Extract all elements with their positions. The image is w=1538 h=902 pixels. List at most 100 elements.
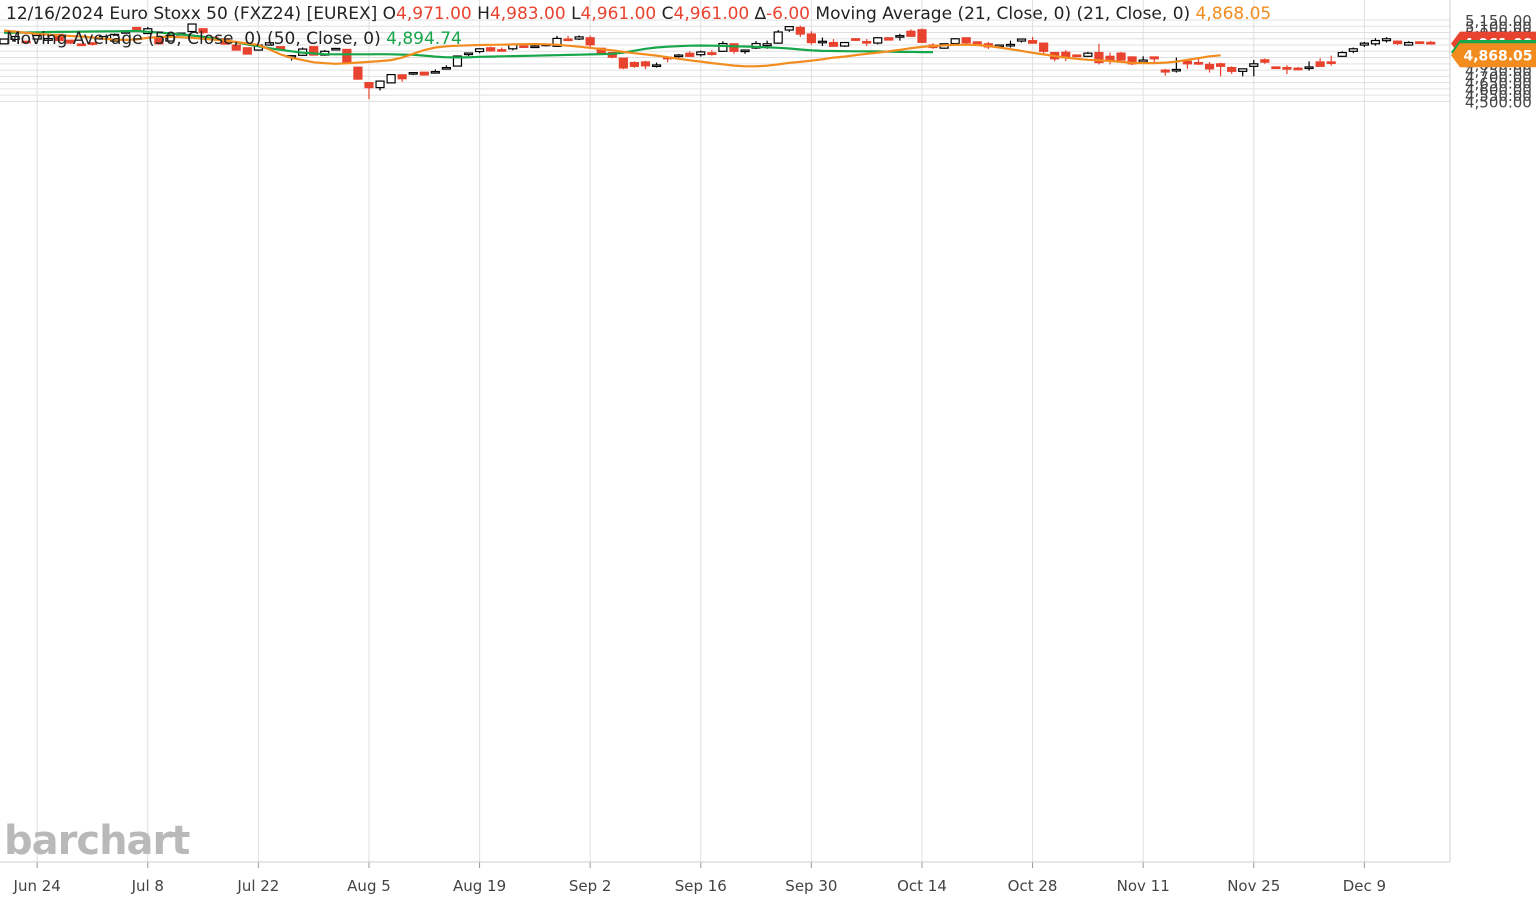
x-tick-label: Jul 8 [131, 877, 164, 895]
candle-body [1392, 40, 1403, 45]
candle-body [463, 52, 474, 56]
candle-body [1149, 56, 1159, 60]
legend-open-value: 4,971.00 [396, 4, 472, 24]
price-badge-label: 4,868.05 [1463, 48, 1532, 64]
ma21-line [3, 29, 1221, 68]
candle-body [165, 34, 175, 42]
candle-body [1094, 51, 1104, 64]
legend-ma21-value: 4,868.05 [1195, 4, 1272, 24]
legend-change-value: -6.00 [766, 4, 811, 24]
x-tick-label: Dec 9 [1343, 877, 1386, 895]
candle-body [851, 38, 861, 41]
x-tick-label: Aug 5 [347, 877, 391, 895]
candle-body [1027, 40, 1038, 44]
candle-body [87, 42, 98, 45]
legend-high-label: H [477, 4, 490, 24]
candle-body [231, 44, 241, 51]
legend-close-value: 4,961.00 [673, 4, 750, 24]
candle-body [862, 40, 872, 44]
candle-body [76, 43, 87, 47]
candle-body [1204, 63, 1215, 70]
candle-body [640, 61, 651, 67]
candle-body [1105, 55, 1115, 61]
candle-body [718, 42, 728, 52]
candle-body [1171, 68, 1181, 72]
candle-body [917, 29, 927, 43]
candle-body [795, 26, 805, 35]
candle-body [408, 71, 418, 75]
candle-body [1370, 39, 1381, 45]
candle-body [1193, 61, 1204, 65]
candle-body [1415, 41, 1425, 45]
price-badge-bg [1451, 43, 1536, 68]
candle-body [1215, 63, 1226, 67]
candle-body [1039, 42, 1049, 52]
candle-body [10, 35, 20, 41]
legend-ma21-label: Moving Average (21, Close, 0) (21, Close… [815, 4, 1191, 24]
legend-ma50-value: 4,894.74 [386, 29, 462, 49]
candle-body [707, 52, 717, 56]
candle-body [1138, 59, 1148, 63]
candle-body [696, 51, 706, 56]
candle-body [530, 45, 540, 49]
y-tick-label: 5,150.00 [1465, 12, 1532, 30]
candle-body [452, 55, 463, 67]
candle-body [1337, 51, 1347, 57]
x-tick-label: Nov 25 [1227, 877, 1280, 895]
candle-body [109, 33, 120, 42]
candle-body [331, 47, 341, 51]
candle-body [1304, 66, 1314, 70]
y-tick-label: 4,650.00 [1465, 75, 1532, 93]
legend-instrument: Euro Stoxx 50 (FXZ24) [EUREX] [109, 4, 378, 24]
candle-body [43, 37, 53, 41]
candle-body [651, 64, 662, 68]
candle-body [198, 28, 208, 34]
y-tick-label: 4,600.00 [1465, 81, 1532, 99]
price-badge: 4,868.05 [1451, 43, 1536, 68]
candle-body [729, 43, 739, 52]
candle-body [1016, 38, 1027, 42]
legend-line-2: Moving Average (50, Close, 0) (50, Close… [6, 29, 462, 49]
candle-body [1182, 60, 1193, 65]
legend-open-label: O [382, 4, 397, 24]
candle-body [1227, 66, 1237, 72]
candle-body [21, 40, 31, 44]
candle-body [873, 37, 883, 44]
candle-body [430, 70, 440, 74]
candle-body [1315, 61, 1325, 67]
candle-body [397, 74, 407, 80]
candle-body [817, 40, 828, 44]
candle-body [1381, 38, 1392, 42]
candle-body [154, 37, 164, 45]
legend-change-label: ∆ [754, 4, 767, 24]
candle-body [1005, 43, 1016, 47]
candle-body [242, 47, 252, 55]
candle-body [762, 43, 772, 47]
y-tick-label: 4,500.00 [1465, 93, 1532, 111]
candle-body [1072, 54, 1082, 58]
candle-body [574, 36, 584, 40]
candle-body [1160, 69, 1170, 73]
candle-body [629, 61, 640, 67]
x-tick-label: Jul 22 [236, 877, 279, 895]
candle-body [1260, 59, 1270, 63]
candle-body [1238, 68, 1248, 72]
candle-body [187, 23, 197, 33]
candle-body [441, 66, 451, 70]
candle-body [895, 35, 905, 38]
legend-low-label: L [571, 4, 581, 24]
candle-body [740, 49, 750, 53]
candle-body [353, 66, 363, 80]
legend-low-value: 4,961.00 [580, 4, 657, 24]
candle-body [375, 80, 385, 89]
candle-body [1359, 42, 1369, 46]
candle-body [950, 38, 960, 45]
legend-ma50-label: Moving Average (50, Close, 0) (50, Close… [6, 29, 381, 49]
candle-body [1348, 48, 1358, 52]
candle-body [1116, 52, 1126, 61]
candle-body [0, 38, 9, 45]
candle-body [1249, 63, 1259, 67]
ma50-line [3, 29, 933, 59]
candle-body [386, 73, 396, 84]
